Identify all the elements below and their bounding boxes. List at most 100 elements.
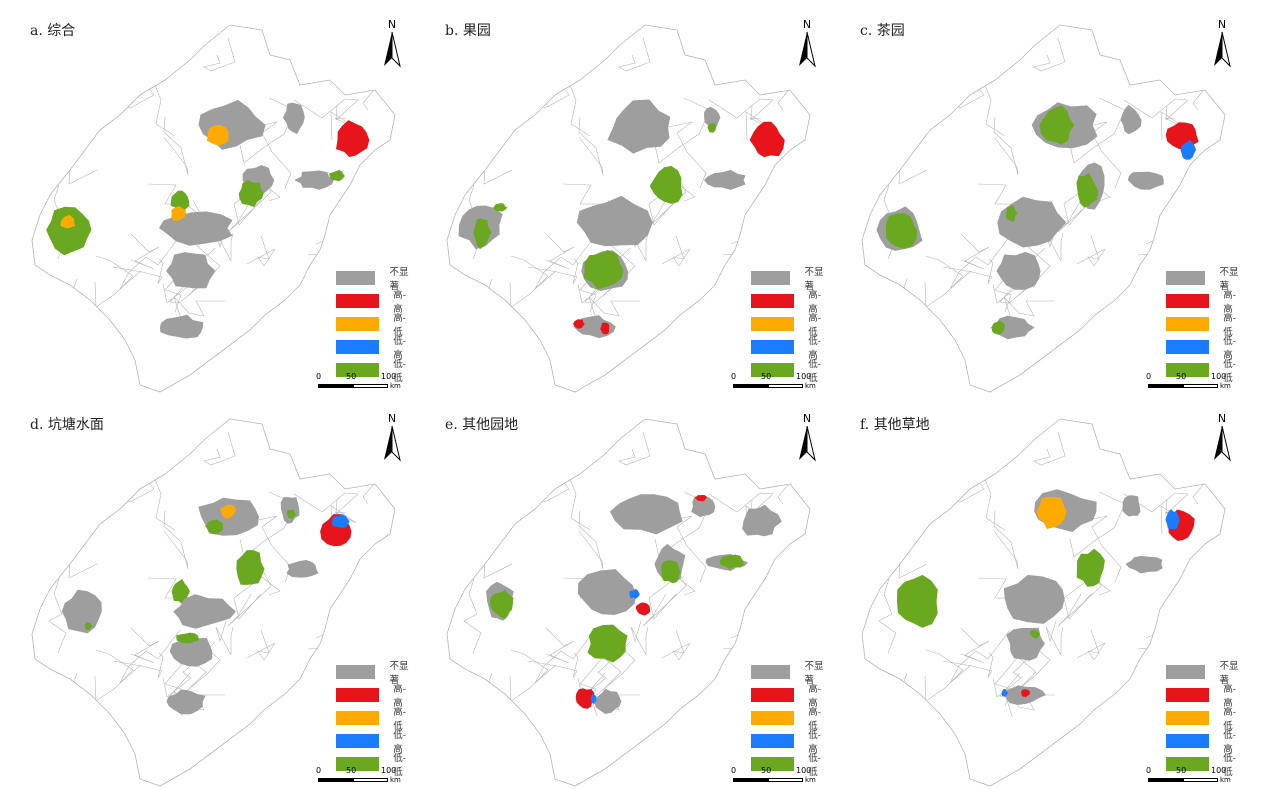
legend-label: 高-低 <box>1223 706 1236 732</box>
cluster-region-low-low <box>489 590 514 620</box>
county-boundary <box>32 706 48 786</box>
scale-tick: 50 <box>1176 372 1187 381</box>
map-panel: a. 综合 N 不显著 高-高 高-低 低-高 低-低 0 50 100 km <box>0 0 415 394</box>
county-boundary <box>447 176 454 234</box>
county-boundary <box>908 762 969 786</box>
county-boundary <box>534 629 596 684</box>
scale-bar: 0 50 100 km <box>1146 766 1256 786</box>
cluster-region-low-low <box>46 206 92 256</box>
legend-item: 低-低 <box>751 358 830 384</box>
legend-swatch <box>1166 687 1210 702</box>
legend-item: 低-低 <box>336 358 415 384</box>
cluster-region-low-low <box>649 165 683 204</box>
cluster-region-not-significant <box>282 102 305 134</box>
scale-tick: 100 <box>796 766 812 775</box>
cluster-region-low-low <box>176 632 199 644</box>
county-boundary <box>447 715 504 775</box>
scale-tick: 0 <box>731 372 737 381</box>
legend-swatch <box>336 710 380 725</box>
county-boundary <box>1033 37 1066 72</box>
county-boundary <box>215 620 234 656</box>
panel-title: c. 茶园 <box>860 23 905 39</box>
scale-tick: 0 <box>731 766 737 775</box>
legend: 不显著 高-高 高-低 低-高 低-低 <box>1166 660 1245 778</box>
county-boundary <box>942 258 994 285</box>
north-arrow: N <box>380 18 404 68</box>
cluster-region-low-low <box>329 169 345 182</box>
cluster-region-not-significant <box>173 594 236 629</box>
county-boundary <box>992 641 1046 698</box>
county-boundary <box>1078 121 1122 189</box>
north-arrow-icon <box>384 31 401 68</box>
cluster-region-low-high <box>590 693 597 704</box>
north-label: N <box>1217 18 1227 31</box>
north-arrow: N <box>1210 18 1234 68</box>
cluster-region-low-low <box>1076 548 1105 587</box>
scale-bar: 0 50 100 km <box>316 372 426 392</box>
scale-tick: 100 <box>381 766 397 775</box>
legend-item: 高-低 <box>336 312 415 338</box>
legend-label: 高-高 <box>808 289 821 315</box>
legend-label: 低-高 <box>1223 729 1236 755</box>
legend: 不显著 高-高 高-低 低-高 低-低 <box>336 266 415 384</box>
scale-tick: 50 <box>346 372 357 381</box>
cluster-region-not-significant <box>996 251 1041 290</box>
province-map <box>446 24 811 393</box>
legend-swatch <box>751 687 795 702</box>
county-boundary <box>46 678 70 736</box>
county-boundary <box>32 712 79 745</box>
county-boundary <box>1078 515 1122 583</box>
county-boundary <box>1003 296 1055 323</box>
county-boundary <box>447 318 494 351</box>
county-boundary <box>48 578 67 654</box>
legend-swatch <box>336 664 376 679</box>
cluster-region-low-low <box>170 190 190 212</box>
cluster-region-low-low <box>660 560 681 584</box>
county-boundary <box>661 235 691 267</box>
legend-swatch <box>751 756 795 771</box>
cluster-region-not-significant <box>742 504 782 537</box>
cluster-region-low-low <box>587 624 628 663</box>
legend-item: 高-高 <box>751 289 830 315</box>
county-boundary <box>293 98 359 121</box>
legend: 不显著 高-高 高-低 低-高 低-低 <box>1166 266 1245 384</box>
county-boundary <box>81 57 109 93</box>
legend-swatch <box>336 733 380 748</box>
cluster-region-not-significant <box>1127 171 1164 190</box>
county-boundary <box>32 312 48 392</box>
legend-item: 低-低 <box>751 752 830 778</box>
county-boundary <box>1076 235 1106 267</box>
legend-label: 低-高 <box>393 729 406 755</box>
legend-item: 低-高 <box>751 335 830 361</box>
county-boundary <box>78 762 139 786</box>
legend-label: 高-高 <box>393 683 406 709</box>
cluster-region-not-significant <box>61 589 102 634</box>
legend-label: 不显著 <box>1219 266 1239 292</box>
cluster-region-low-low <box>1076 172 1099 208</box>
county-boundary <box>960 233 990 270</box>
county-boundary <box>588 296 640 323</box>
legend: 不显著 高-高 高-低 低-高 低-低 <box>751 266 830 384</box>
north-label: N <box>387 18 397 31</box>
legend-label: 低-低 <box>808 358 821 384</box>
county-boundary <box>1045 226 1064 262</box>
scale-unit: km <box>390 382 401 390</box>
panel-title: f. 其他草地 <box>860 417 930 433</box>
province-map <box>861 24 1226 393</box>
legend-item: 低-高 <box>336 729 415 755</box>
legend-item: 不显著 <box>1166 266 1245 292</box>
legend-label: 低-低 <box>808 752 821 778</box>
map-panel: b. 果园 N 不显著 高-高 高-低 低-高 低-低 0 50 100 km <box>415 0 830 394</box>
cluster-region-low-high <box>629 588 640 599</box>
legend-label: 不显著 <box>1219 660 1239 686</box>
county-boundary <box>663 121 707 189</box>
county-boundary <box>862 712 909 745</box>
county-boundary <box>496 77 526 106</box>
cluster-region-not-significant <box>294 170 334 190</box>
legend-label: 不显著 <box>804 660 824 686</box>
county-boundary <box>330 505 357 535</box>
county-boundary <box>1063 576 1111 620</box>
county-boundary <box>369 147 395 168</box>
county-boundary <box>862 318 909 351</box>
county-boundary <box>447 712 494 745</box>
